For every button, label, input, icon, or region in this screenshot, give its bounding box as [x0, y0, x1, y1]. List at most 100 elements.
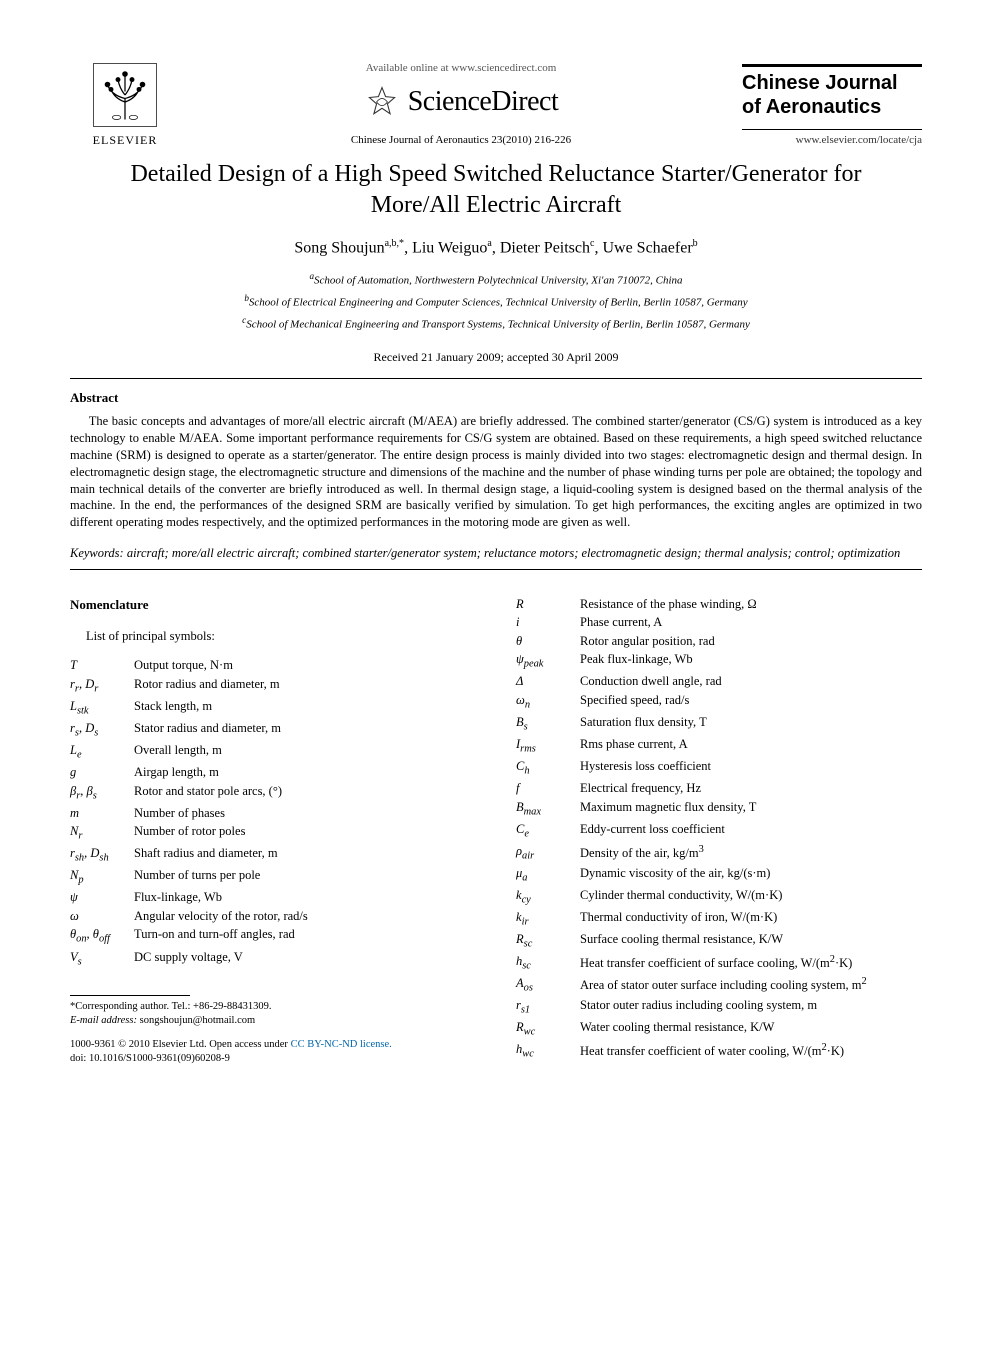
- sd-available-text: Available online at www.sciencedirect.co…: [190, 61, 732, 76]
- journal-title: Chinese Journal of Aeronautics: [742, 71, 922, 130]
- symbol-row: hwcHeat transfer coefficient of water co…: [516, 1041, 867, 1063]
- received-dates: Received 21 January 2009; accepted 30 Ap…: [70, 349, 922, 366]
- nomenclature-columns: Nomenclature List of principal symbols: …: [70, 596, 922, 1066]
- symbol-cell: rr, Dr: [70, 676, 134, 698]
- symbol-cell: ρair: [516, 843, 580, 865]
- symbol-desc: Number of phases: [134, 805, 308, 824]
- symbol-desc: Area of stator outer surface including c…: [580, 975, 867, 997]
- publisher-header: ELSEVIER Available online at www.science…: [70, 60, 922, 149]
- symbol-desc: Airgap length, m: [134, 764, 308, 783]
- symbol-row: VsDC supply voltage, V: [70, 949, 308, 971]
- sd-logo-row: ScienceDirect: [190, 82, 732, 121]
- symbol-row: RscSurface cooling thermal resistance, K…: [516, 931, 867, 953]
- symbol-row: IrmsRms phase current, A: [516, 736, 867, 758]
- symbol-row: NpNumber of turns per pole: [70, 867, 308, 889]
- symbol-desc: Dynamic viscosity of the air, kg/(s·m): [580, 865, 867, 887]
- email-label: E-mail address:: [70, 1015, 137, 1026]
- symbol-desc: Cylinder thermal conductivity, W/(m·K): [580, 887, 867, 909]
- symbol-desc: Output torque, N·m: [134, 657, 308, 676]
- symbol-desc: Rotor and stator pole arcs, (°): [134, 783, 308, 805]
- symbol-cell: ω: [70, 908, 134, 927]
- affiliation-a: aSchool of Automation, Northwestern Poly…: [100, 270, 892, 289]
- sciencedirect-block: Available online at www.sciencedirect.co…: [180, 61, 742, 149]
- symbol-cell: Bs: [516, 714, 580, 736]
- symbol-cell: g: [70, 764, 134, 783]
- symbol-cell: m: [70, 805, 134, 824]
- symbol-desc: Rotor angular position, rad: [580, 633, 867, 652]
- keywords-label: Keywords:: [70, 546, 124, 560]
- corresponding-author: *Corresponding author. Tel.: +86-29-8843…: [70, 1000, 476, 1014]
- symbol-desc: Thermal conductivity of iron, W/(m·K): [580, 909, 867, 931]
- symbol-row: rs, DsStator radius and diameter, m: [70, 720, 308, 742]
- author-list: Song Shoujuna,b,*, Liu Weiguoa, Dieter P…: [70, 237, 922, 260]
- separator: [70, 378, 922, 379]
- symbol-row: RResistance of the phase winding, Ω: [516, 596, 867, 615]
- symbol-cell: hsc: [516, 953, 580, 975]
- symbol-cell: Np: [70, 867, 134, 889]
- symbol-row: βr, βsRotor and stator pole arcs, (°): [70, 783, 308, 805]
- symbol-desc: Angular velocity of the rotor, rad/s: [134, 908, 308, 927]
- symbol-row: kcyCylinder thermal conductivity, W/(m·K…: [516, 887, 867, 909]
- symbol-desc: Peak flux-linkage, Wb: [580, 651, 867, 673]
- symbol-cell: rs, Ds: [70, 720, 134, 742]
- copyright-text: 1000-9361 © 2010 Elsevier Ltd.: [70, 1039, 209, 1050]
- right-column: RResistance of the phase winding, ΩiPhas…: [516, 596, 922, 1066]
- abstract-heading: Abstract: [70, 389, 922, 407]
- symbol-row: iPhase current, A: [516, 614, 867, 633]
- paper-title: Detailed Design of a High Speed Switched…: [110, 159, 882, 221]
- symbol-row: fElectrical frequency, Hz: [516, 780, 867, 799]
- email-value: songshoujun@hotmail.com: [137, 1015, 255, 1026]
- nomenclature-heading: Nomenclature: [70, 596, 476, 614]
- symbol-row: rsh, DshShaft radius and diameter, m: [70, 845, 308, 867]
- symbol-cell: f: [516, 780, 580, 799]
- doi-text: doi: 10.1016/S1000-9361(09)60208-9: [70, 1053, 230, 1064]
- symbol-row: TOutput torque, N·m: [70, 657, 308, 676]
- symbol-row: NrNumber of rotor poles: [70, 823, 308, 845]
- symbol-desc: Overall length, m: [134, 742, 308, 764]
- journal-title-block: Chinese Journal of Aeronautics www.elsev…: [742, 64, 922, 148]
- symbol-row: μaDynamic viscosity of the air, kg/(s·m): [516, 865, 867, 887]
- symbol-cell: ψpeak: [516, 651, 580, 673]
- elsevier-label: ELSEVIER: [93, 132, 158, 149]
- symbol-cell: Bmax: [516, 799, 580, 821]
- footnote-separator: [70, 995, 190, 996]
- symbol-desc: Flux-linkage, Wb: [134, 889, 308, 908]
- symbol-desc: Stack length, m: [134, 698, 308, 720]
- symbol-cell: R: [516, 596, 580, 615]
- nomenclature-subhead: List of principal symbols:: [86, 628, 476, 646]
- symbol-row: rs1Stator outer radius including cooling…: [516, 997, 867, 1019]
- symbol-cell: kir: [516, 909, 580, 931]
- symbol-desc: Number of turns per pole: [134, 867, 308, 889]
- symbol-row: θRotor angular position, rad: [516, 633, 867, 652]
- symbol-desc: Conduction dwell angle, rad: [580, 673, 867, 692]
- keywords-line: Keywords: aircraft; more/all electric ai…: [70, 545, 922, 563]
- symbol-desc: Surface cooling thermal resistance, K/W: [580, 931, 867, 953]
- symbol-row: θon, θoffTurn-on and turn-off angles, ra…: [70, 926, 308, 948]
- symbol-cell: θon, θoff: [70, 926, 134, 948]
- symbol-row: LstkStack length, m: [70, 698, 308, 720]
- symbol-desc: Turn-on and turn-off angles, rad: [134, 926, 308, 948]
- cc-license-link[interactable]: CC BY-NC-ND license.: [291, 1039, 392, 1050]
- sciencedirect-icon: [364, 84, 400, 120]
- symbol-desc: Saturation flux density, T: [580, 714, 867, 736]
- separator: [70, 569, 922, 570]
- symbol-desc: DC supply voltage, V: [134, 949, 308, 971]
- symbol-desc: Rotor radius and diameter, m: [134, 676, 308, 698]
- symbol-desc: Phase current, A: [580, 614, 867, 633]
- symbol-cell: Aos: [516, 975, 580, 997]
- symbol-table-right: RResistance of the phase winding, ΩiPhas…: [516, 596, 867, 1064]
- symbol-desc: Stator radius and diameter, m: [134, 720, 308, 742]
- symbol-cell: Nr: [70, 823, 134, 845]
- symbol-desc: Shaft radius and diameter, m: [134, 845, 308, 867]
- journal-reference: Chinese Journal of Aeronautics 23(2010) …: [190, 133, 732, 148]
- symbol-row: kirThermal conductivity of iron, W/(m·K): [516, 909, 867, 931]
- symbol-cell: rs1: [516, 997, 580, 1019]
- symbol-desc: Resistance of the phase winding, Ω: [580, 596, 867, 615]
- symbol-cell: βr, βs: [70, 783, 134, 805]
- symbol-desc: Water cooling thermal resistance, K/W: [580, 1019, 867, 1041]
- symbol-cell: Le: [70, 742, 134, 764]
- doi-block: 1000-9361 © 2010 Elsevier Ltd. Open acce…: [70, 1038, 476, 1065]
- symbol-row: ωnSpecified speed, rad/s: [516, 692, 867, 714]
- symbol-desc: Specified speed, rad/s: [580, 692, 867, 714]
- symbol-cell: hwc: [516, 1041, 580, 1063]
